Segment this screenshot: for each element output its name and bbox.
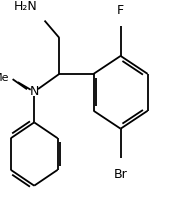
Text: Br: Br <box>114 168 127 181</box>
Text: F: F <box>117 4 124 17</box>
Text: H₂N: H₂N <box>14 0 38 13</box>
Text: N: N <box>30 85 39 98</box>
Text: Me: Me <box>0 73 9 83</box>
